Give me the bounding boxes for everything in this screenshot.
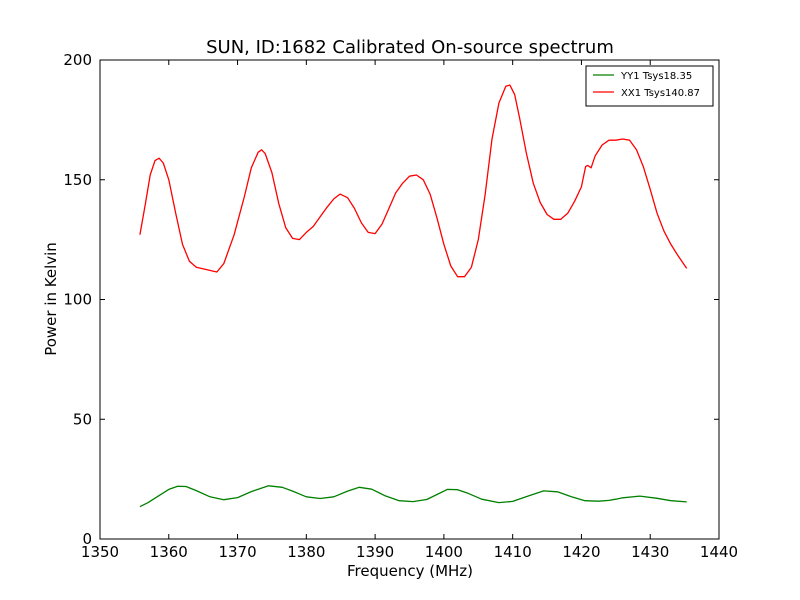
legend: YY1 Tsys18.35 XX1 Tsys140.87 (585, 65, 714, 107)
x-tick-label: 1420 (562, 543, 600, 561)
y-tick-label: 50 (73, 410, 92, 428)
legend-label: XX1 Tsys140.87 (621, 88, 700, 99)
legend-label: YY1 Tsys18.35 (620, 71, 692, 82)
x-tick-label: 1350 (81, 543, 119, 561)
y-tick-label: 200 (63, 51, 92, 69)
y-axis: 0 50 100 150 200 (63, 51, 719, 548)
plot-frame (99, 59, 720, 540)
x-tick-label: 1390 (356, 543, 394, 561)
x-tick-label: 1430 (631, 543, 669, 561)
x-tick-label: 1440 (700, 543, 738, 561)
legend-box (585, 65, 714, 107)
y-axis-title: Power in Kelvin (42, 242, 60, 356)
y-tick-label: 0 (82, 530, 92, 548)
x-tick-label: 1380 (287, 543, 325, 561)
series-line-1 (139, 84, 688, 278)
chart-title: SUN, ID:1682 Calibrated On-source spectr… (206, 37, 614, 58)
x-tick-label: 1410 (494, 543, 532, 561)
x-axis: 1350 1360 1370 1380 1390 1400 1410 1420 1430 1440 (81, 60, 738, 561)
y-tick-label: 100 (63, 291, 92, 309)
y-tick-label: 150 (63, 171, 92, 189)
x-tick-label: 1360 (150, 543, 188, 561)
series-line-0 (139, 485, 687, 508)
x-tick-label: 1370 (218, 543, 256, 561)
x-axis-title: Frequency (MHz) (347, 562, 473, 580)
series-layer (139, 84, 688, 508)
x-tick-label: 1400 (425, 543, 463, 561)
